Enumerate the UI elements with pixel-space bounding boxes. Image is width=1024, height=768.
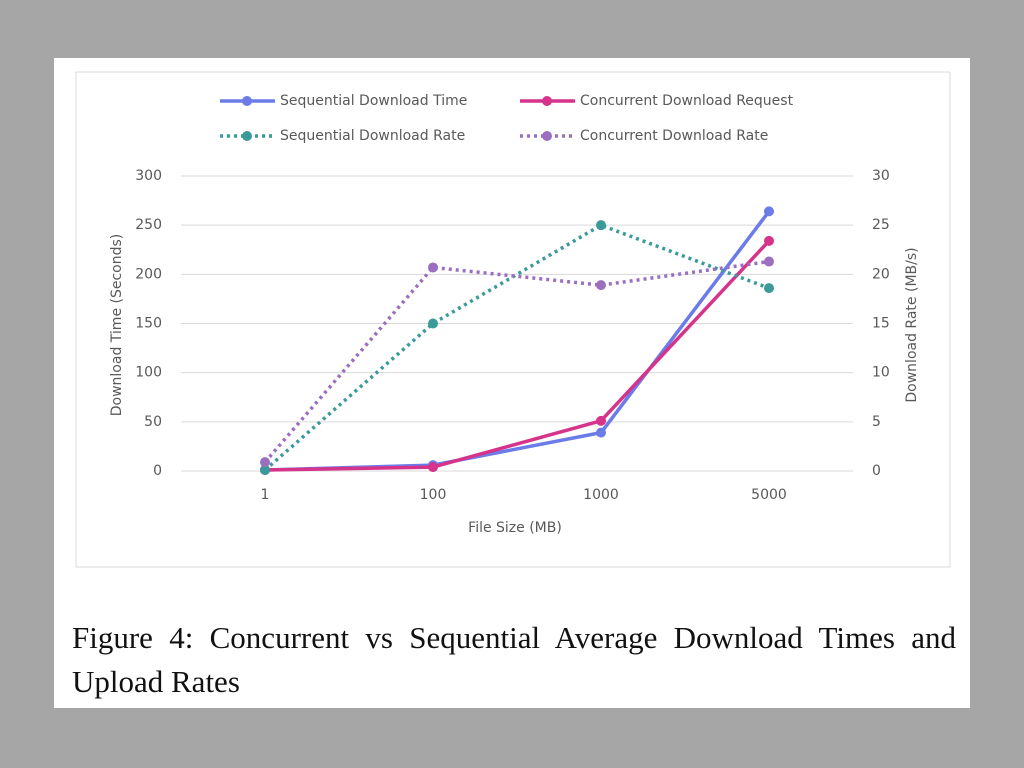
data-point bbox=[764, 235, 774, 246]
data-point bbox=[260, 465, 270, 476]
data-point bbox=[596, 427, 606, 438]
legend-marker bbox=[542, 96, 552, 106]
y2-axis-title: Download Rate (MB/s) bbox=[904, 247, 920, 402]
y-tick-label: 200 bbox=[135, 266, 162, 282]
x-tick-label: 100 bbox=[420, 487, 447, 503]
figure-caption: Figure 4: Concurrent vs Sequential Avera… bbox=[72, 620, 956, 699]
data-point bbox=[764, 206, 774, 217]
y2-tick-label: 10 bbox=[872, 365, 890, 381]
legend-marker bbox=[542, 131, 552, 141]
x-tick-label: 5000 bbox=[751, 487, 787, 503]
y-tick-label: 250 bbox=[135, 217, 162, 233]
legend-label: Sequential Download Rate bbox=[280, 128, 465, 144]
chart-frame bbox=[75, 71, 951, 568]
chart: Download Time (Seconds) Download Rate (M… bbox=[75, 71, 951, 568]
y2-tick-label: 15 bbox=[872, 316, 890, 332]
x-tick-label: 1 bbox=[261, 487, 270, 503]
y-tick-label: 0 bbox=[153, 463, 162, 479]
data-point bbox=[596, 220, 606, 231]
data-point bbox=[260, 457, 270, 468]
y2-tick-label: 0 bbox=[872, 463, 881, 479]
data-point bbox=[428, 262, 438, 273]
legend-label: Concurrent Download Rate bbox=[580, 128, 768, 144]
y-axis-title: Download Time (Seconds) bbox=[109, 234, 125, 417]
data-point bbox=[596, 280, 606, 291]
x-tick-label: 1000 bbox=[583, 487, 619, 503]
y-tick-label: 50 bbox=[144, 414, 162, 430]
data-point bbox=[596, 415, 606, 426]
data-point bbox=[428, 462, 438, 473]
legend-label: Concurrent Download Request bbox=[580, 93, 794, 109]
legend-marker bbox=[242, 131, 252, 141]
y2-tick-label: 25 bbox=[872, 217, 890, 233]
y2-tick-label: 30 bbox=[872, 168, 890, 184]
y-tick-label: 100 bbox=[135, 365, 162, 381]
y2-tick-label: 20 bbox=[872, 266, 890, 282]
legend-marker bbox=[242, 96, 252, 106]
series-line bbox=[264, 239, 771, 472]
data-point bbox=[428, 318, 438, 329]
series-line bbox=[263, 259, 770, 464]
data-point bbox=[764, 256, 774, 267]
legend-label: Sequential Download Time bbox=[280, 93, 467, 109]
data-point bbox=[764, 283, 774, 294]
y2-tick-label: 5 bbox=[872, 414, 881, 430]
x-axis-title: File Size (MB) bbox=[468, 520, 562, 536]
y-tick-label: 150 bbox=[135, 316, 162, 332]
y-tick-label: 300 bbox=[135, 168, 162, 184]
